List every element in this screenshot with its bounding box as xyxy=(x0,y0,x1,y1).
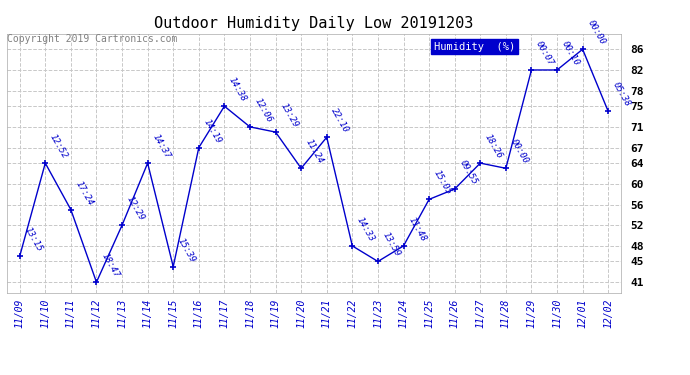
Text: 09:55: 09:55 xyxy=(457,159,479,186)
Text: 00:10: 00:10 xyxy=(560,39,581,67)
Text: 15:05: 15:05 xyxy=(432,169,453,196)
Text: 12:29: 12:29 xyxy=(125,195,146,222)
Text: 22:10: 22:10 xyxy=(330,107,351,135)
Text: Copyright 2019 Cartronics.com: Copyright 2019 Cartronics.com xyxy=(7,34,177,44)
Text: 00:00: 00:00 xyxy=(585,19,607,46)
Text: 12:52: 12:52 xyxy=(48,133,69,160)
Text: 18:26: 18:26 xyxy=(483,133,504,160)
Text: 14:38: 14:38 xyxy=(227,76,248,104)
Text: 13:59: 13:59 xyxy=(381,231,402,259)
Title: Outdoor Humidity Daily Low 20191203: Outdoor Humidity Daily Low 20191203 xyxy=(155,16,473,31)
Text: 14:33: 14:33 xyxy=(355,215,376,243)
Text: 05:38: 05:38 xyxy=(611,81,632,109)
Text: 12:06: 12:06 xyxy=(253,96,274,124)
Text: 17:24: 17:24 xyxy=(74,179,95,207)
Text: 00:07: 00:07 xyxy=(534,39,555,67)
Text: 13:15: 13:15 xyxy=(23,226,43,254)
Text: 11:48: 11:48 xyxy=(406,215,428,243)
Text: 11:24: 11:24 xyxy=(304,138,325,165)
Text: 00:00: 00:00 xyxy=(509,138,530,165)
Text: Humidity  (%): Humidity (%) xyxy=(434,42,515,51)
Text: 15:39: 15:39 xyxy=(176,236,197,264)
Text: 18:47: 18:47 xyxy=(99,252,121,279)
Text: 13:29: 13:29 xyxy=(278,102,299,129)
Text: 14:19: 14:19 xyxy=(201,117,223,145)
Text: 14:37: 14:37 xyxy=(150,133,172,160)
